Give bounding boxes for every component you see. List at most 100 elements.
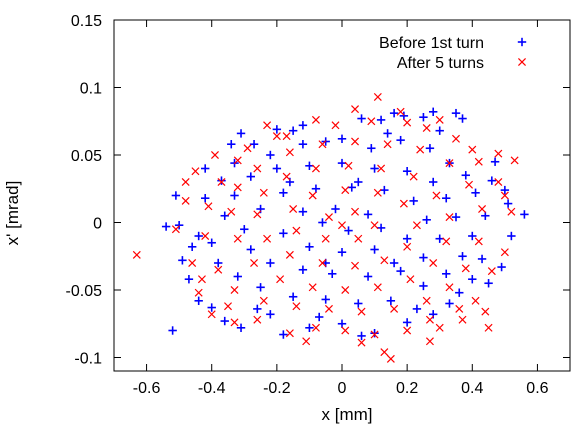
data-point-plus xyxy=(194,231,203,241)
data-point-plus xyxy=(471,188,480,197)
data-point-plus xyxy=(520,210,529,219)
data-point-cross xyxy=(171,225,180,234)
data-point-cross xyxy=(233,234,242,243)
data-point-plus xyxy=(429,177,438,187)
data-point-cross xyxy=(357,307,366,316)
data-point-cross xyxy=(191,167,200,176)
data-point-cross xyxy=(285,329,294,338)
data-point-plus xyxy=(357,114,366,123)
data-point-plus xyxy=(194,296,203,305)
data-point-plus xyxy=(402,234,412,243)
data-point-cross xyxy=(263,121,272,130)
data-point-cross xyxy=(233,183,242,192)
data-point-plus xyxy=(328,269,337,278)
series-after-5-turns xyxy=(132,92,519,363)
data-point-cross xyxy=(331,121,340,130)
data-point-cross xyxy=(217,178,226,186)
y-tick-label: -0.1 xyxy=(74,351,102,368)
data-point-plus xyxy=(161,222,171,231)
data-point-cross xyxy=(373,283,382,292)
data-point-plus xyxy=(217,176,226,185)
plot-frame-group xyxy=(113,19,571,372)
data-point-plus xyxy=(370,329,379,338)
data-point-plus xyxy=(279,330,288,339)
data-point-plus xyxy=(246,245,255,254)
data-point-plus xyxy=(337,158,347,168)
data-point-plus xyxy=(412,304,422,314)
data-point-cross xyxy=(409,172,418,181)
data-point-plus xyxy=(442,194,451,203)
data-point-plus xyxy=(396,266,405,276)
data-point-cross xyxy=(425,315,434,324)
data-point-plus xyxy=(337,319,347,328)
data-point-cross xyxy=(478,205,487,213)
data-point-plus xyxy=(187,242,197,251)
data-point-cross xyxy=(243,144,252,153)
data-point-cross xyxy=(500,191,509,200)
data-point-cross xyxy=(442,237,451,246)
data-point-plus xyxy=(383,129,392,138)
data-point-cross xyxy=(422,124,431,132)
y-tick-label: 0.1 xyxy=(80,81,102,98)
data-point-cross xyxy=(390,304,399,313)
x-tick-label: -0.4 xyxy=(198,380,226,397)
data-point-cross xyxy=(474,237,483,246)
data-point-plus xyxy=(425,144,435,153)
data-point-plus xyxy=(246,172,255,181)
data-point-cross xyxy=(292,302,301,311)
data-point-cross xyxy=(181,178,190,186)
data-point-plus xyxy=(298,265,308,274)
data-point-cross xyxy=(500,248,509,257)
data-point-cross xyxy=(429,259,438,267)
data-point-plus xyxy=(487,176,497,185)
data-point-cross xyxy=(487,267,496,276)
data-point-cross xyxy=(445,283,454,292)
data-point-cross xyxy=(308,283,317,292)
data-point-cross xyxy=(188,259,197,267)
data-point-plus xyxy=(458,114,467,123)
x-tick-label: 0.4 xyxy=(461,380,483,397)
data-point-cross xyxy=(481,307,490,316)
data-point-plus xyxy=(305,161,314,170)
data-point-cross xyxy=(230,318,239,327)
data-point-plus xyxy=(256,283,265,292)
data-point-plus xyxy=(458,252,467,261)
x-tick-label: 0 xyxy=(338,380,347,397)
data-point-cross xyxy=(484,323,493,332)
data-point-cross xyxy=(311,323,320,332)
data-point-plus xyxy=(233,272,242,281)
data-point-plus xyxy=(201,194,210,203)
data-point-plus xyxy=(468,275,477,284)
data-point-cross xyxy=(272,132,281,141)
x-tick-label: 0.2 xyxy=(396,380,418,397)
data-point-cross xyxy=(282,172,291,181)
data-point-cross xyxy=(308,191,317,200)
data-point-plus xyxy=(445,299,454,308)
data-point-plus xyxy=(266,258,275,268)
data-point-cross xyxy=(194,288,203,297)
data-point-plus xyxy=(236,323,246,332)
data-point-cross xyxy=(435,323,444,332)
data-point-plus xyxy=(376,223,386,233)
data-point-cross xyxy=(468,145,477,154)
data-point-cross xyxy=(250,259,259,267)
data-point-cross xyxy=(227,207,236,216)
data-point-cross xyxy=(461,264,470,273)
data-point-plus xyxy=(481,211,490,220)
legend-label: After 5 turns xyxy=(397,55,484,72)
data-point-cross xyxy=(455,304,464,313)
data-point-plus xyxy=(451,212,461,222)
data-point-cross xyxy=(210,151,219,159)
data-point-cross xyxy=(380,348,389,357)
data-point-plus xyxy=(422,215,431,224)
data-point-plus xyxy=(367,144,376,153)
data-point-cross xyxy=(318,259,327,267)
data-point-cross xyxy=(214,265,223,274)
legend-marker-plus xyxy=(517,37,527,47)
data-point-plus xyxy=(376,115,386,125)
data-point-plus xyxy=(318,218,327,227)
data-point-plus xyxy=(399,111,409,121)
y-tick-label: 0.05 xyxy=(71,148,102,165)
data-point-cross xyxy=(432,191,441,200)
data-point-cross xyxy=(321,234,330,243)
